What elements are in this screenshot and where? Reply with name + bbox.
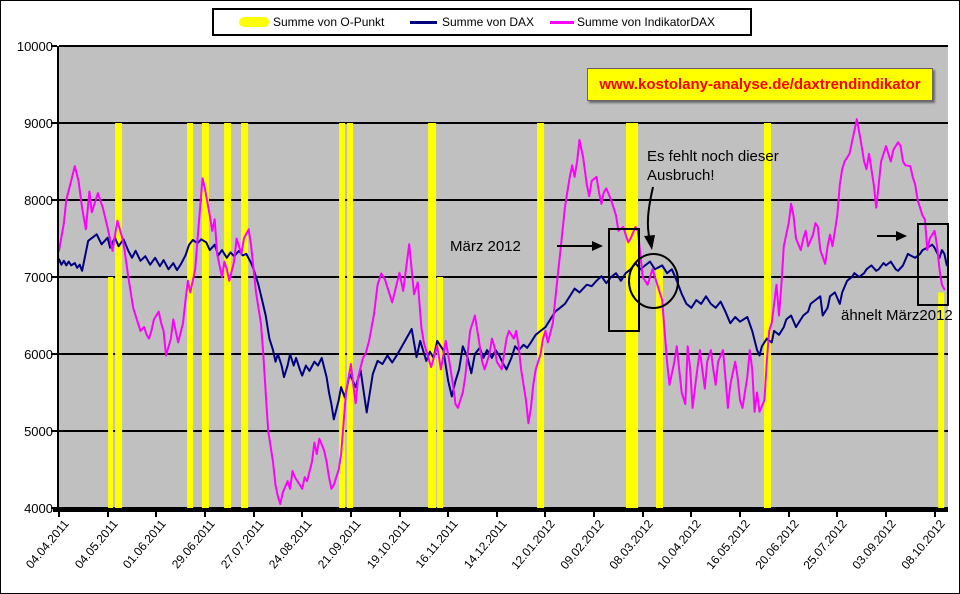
gridline — [59, 45, 948, 47]
x-axis-tick — [593, 512, 596, 517]
x-axis-tick-label: 09.02.2012 — [557, 517, 607, 573]
y-axis-tick — [51, 199, 57, 201]
x-axis-tick — [884, 512, 887, 517]
indikatordax-line-swatch-icon — [550, 21, 574, 24]
x-axis-tick — [836, 512, 839, 517]
x-axis-tick — [739, 512, 742, 517]
x-axis-tick-label: 04.04.2011 — [22, 517, 72, 572]
o-punkt-bar — [224, 123, 232, 508]
legend-label-dax: Summe von DAX — [442, 15, 535, 29]
x-axis-tick — [641, 512, 644, 517]
o-punkt-bar — [938, 292, 945, 508]
o-punkt-bar — [537, 123, 545, 508]
x-axis-tick — [301, 512, 304, 517]
x-axis-tick-label: 08.10.2012 — [898, 517, 948, 573]
chart-legend: Summe von O-Punkt Summe von DAX Summe vo… — [212, 8, 752, 36]
x-axis-tick — [106, 512, 109, 517]
y-axis-tick-label: 5000 — [24, 424, 53, 439]
x-axis-tick-label: 16.05.2012 — [703, 517, 753, 573]
y-axis-tick — [51, 353, 57, 355]
website-banner: www.kostolany-analyse.de/daxtrendindikat… — [587, 68, 933, 101]
y-axis-tick-label: 10000 — [16, 39, 53, 54]
y-axis-tick — [51, 122, 57, 124]
x-axis-tick-label: 16.11.2011 — [412, 517, 461, 571]
indikatordax-line — [59, 118, 946, 506]
series-plot — [59, 118, 948, 508]
missing-breakout-line2: Ausbruch! — [647, 167, 715, 184]
x-axis-tick — [690, 512, 693, 517]
o-punkt-bar — [656, 269, 663, 508]
gridline — [59, 122, 948, 124]
o-punkt-bar — [187, 123, 194, 508]
missing-breakout-line1: Es fehlt noch dieser — [647, 148, 779, 165]
x-axis-tick — [933, 512, 936, 517]
x-axis-tick — [447, 512, 450, 517]
x-axis-tick — [787, 512, 790, 517]
o-punkt-bar — [347, 123, 354, 508]
o-punkt-bar — [201, 123, 209, 508]
o-punkt-swatch-icon — [239, 17, 269, 27]
gridline — [59, 276, 948, 278]
x-axis-tick — [495, 512, 498, 517]
x-axis-tick-label: 29.06.2011 — [168, 517, 218, 572]
o-punkt-bar — [428, 123, 437, 508]
x-axis-tick — [398, 512, 401, 517]
y-axis-tick-label: 8000 — [24, 193, 53, 208]
o-punkt-bar — [339, 123, 346, 508]
x-axis-tick — [252, 512, 255, 517]
o-punkt-bar — [108, 277, 114, 508]
x-axis-tick — [349, 512, 352, 517]
o-punkt-bar — [241, 123, 249, 508]
y-axis-tick-label: 6000 — [24, 347, 53, 362]
legend-label-o-punkt: Summe von O-Punkt — [273, 15, 385, 29]
maerz-2012-label: März 2012 — [450, 238, 521, 255]
x-axis-tick-label: 21.09.2011 — [314, 517, 364, 572]
dax-line-swatch-icon — [410, 21, 437, 24]
y-axis-tick — [51, 430, 57, 432]
x-axis-tick — [155, 512, 158, 517]
y-axis-tick — [51, 507, 57, 509]
y-axis-line — [57, 46, 59, 512]
x-axis-tick-label: 03.09.2012 — [849, 517, 899, 573]
x-axis-tick — [203, 512, 206, 517]
o-punkt-bar — [764, 123, 771, 508]
x-axis-tick — [58, 512, 60, 517]
y-axis-tick-label: 9000 — [24, 116, 53, 131]
o-punkt-bar — [437, 277, 444, 508]
similar-pattern-label: ähnelt März2012 — [841, 307, 953, 324]
y-axis-tick — [51, 45, 57, 47]
gridline — [59, 430, 948, 432]
y-axis-tick-label: 4000 — [24, 501, 53, 516]
y-axis-tick-label: 7000 — [24, 270, 53, 285]
y-axis-tick — [51, 276, 57, 278]
o-punkt-bar — [115, 123, 123, 508]
gridline — [59, 199, 948, 201]
missing-breakout-label: Es fehlt noch dieser Ausbruch! — [647, 147, 779, 185]
o-punkt-bar — [626, 123, 638, 508]
x-axis-line — [53, 508, 948, 512]
x-axis-tick — [544, 512, 547, 517]
legend-label-indikatordax: Summe von IndikatorDAX — [577, 15, 716, 29]
